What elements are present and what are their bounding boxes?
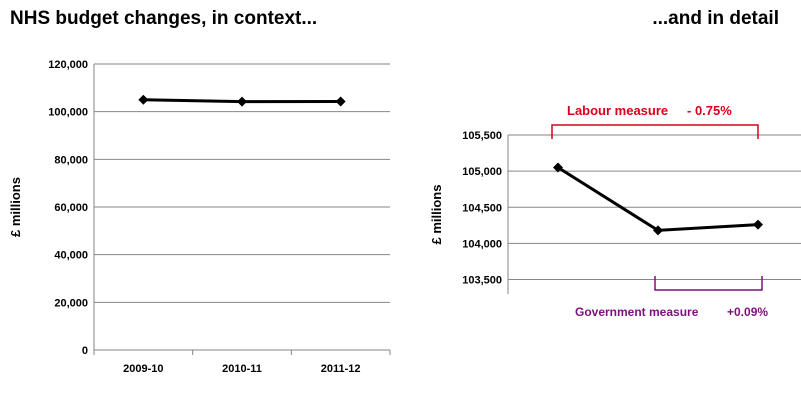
government-bracket <box>654 276 763 291</box>
right-ytick-label: 104,000 <box>462 238 502 250</box>
right-y-axis-title: £ millions <box>429 185 444 245</box>
right-data-point <box>553 162 563 173</box>
government-measure-label: Government measure <box>575 305 699 319</box>
left-xtick-label: 2010-11 <box>222 363 262 375</box>
labour-measure-label: Labour measure <box>567 103 668 118</box>
left-data-point <box>237 96 247 107</box>
left-ytick-label: 80,000 <box>54 154 88 166</box>
left-xtick-label: 2009-10 <box>123 363 163 375</box>
labour-measure-value: - 0.75% <box>687 103 732 118</box>
left-y-axis-title: £ millions <box>8 177 23 237</box>
right-ytick-label: 105,000 <box>462 166 502 178</box>
right-data-point <box>653 225 663 236</box>
left-xtick-label: 2011-12 <box>321 363 361 375</box>
right-ytick-label: 103,500 <box>462 275 502 287</box>
labour-bracket <box>551 124 759 139</box>
left-data-point <box>335 96 346 107</box>
right-ytick-label: 105,500 <box>462 130 502 142</box>
right-ytick-label: 104,500 <box>462 202 502 214</box>
left-ytick-label: 60,000 <box>54 202 88 214</box>
left-ytick-label: 100,000 <box>48 107 88 119</box>
left-chart-title: NHS budget changes, in context... <box>10 8 318 29</box>
right-data-point <box>753 219 763 230</box>
left-ytick-label: 120,000 <box>48 59 88 71</box>
left-data-point <box>138 94 149 105</box>
left-ytick-label: 20,000 <box>54 297 88 309</box>
right-chart-title: ...and in detail <box>652 8 779 29</box>
right-series-line <box>557 166 759 232</box>
government-measure-value: +0.09% <box>727 305 768 319</box>
left-ytick-label: 40,000 <box>54 250 88 262</box>
left-ytick-label: 0 <box>82 345 88 357</box>
